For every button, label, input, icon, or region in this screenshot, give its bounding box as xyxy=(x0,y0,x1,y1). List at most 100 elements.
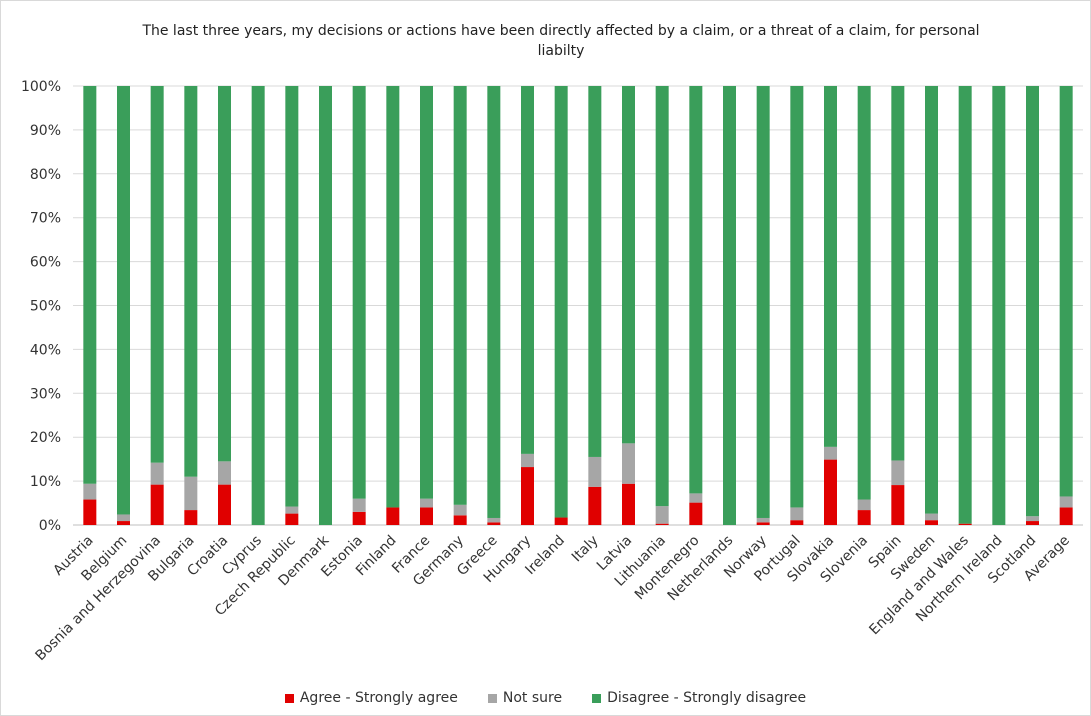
y-tick-label: 80% xyxy=(30,167,61,183)
y-tick-label: 0% xyxy=(39,518,61,534)
bar-segment xyxy=(655,506,669,524)
bar-segment xyxy=(891,460,905,486)
bar-segment xyxy=(958,523,972,525)
legend: Agree - Strongly agree Not sure Disagree… xyxy=(1,690,1090,706)
bar-segment xyxy=(487,86,501,518)
y-axis-ticks: 0% 10% 20% 30% 40% 50% 60% 70% 80% 90% 100% xyxy=(21,79,61,534)
legend-swatch-disagree xyxy=(592,693,602,703)
bar-segment xyxy=(420,86,433,499)
bar-segment xyxy=(723,86,736,525)
bar-segment xyxy=(117,521,130,525)
bar-segment xyxy=(958,86,972,524)
bar-segment xyxy=(150,484,164,525)
bar-segment xyxy=(218,484,231,525)
bar-segment xyxy=(352,86,366,499)
bar-segment xyxy=(521,86,534,454)
bar-segment xyxy=(891,485,905,525)
bar-segment xyxy=(689,86,703,494)
bar-segment xyxy=(285,86,299,507)
y-tick-label: 40% xyxy=(30,342,61,358)
y-tick-label: 50% xyxy=(30,299,61,315)
bar-segment xyxy=(218,86,231,462)
bar-segment xyxy=(1059,507,1073,525)
bar-segment xyxy=(487,522,501,525)
bar-segment xyxy=(689,493,703,503)
legend-item-agree: Agree - Strongly agree xyxy=(284,690,458,706)
bar-segment xyxy=(790,507,804,521)
bar-segment xyxy=(218,461,231,485)
bar-segment xyxy=(622,86,635,444)
legend-item-disagree: Disagree - Strongly disagree xyxy=(592,690,806,706)
bar-segment xyxy=(184,86,198,477)
bar-segment xyxy=(352,511,366,525)
bar-segment xyxy=(824,459,837,525)
bar-segment xyxy=(1059,496,1073,508)
bar-segment xyxy=(453,515,467,525)
bar-segment xyxy=(554,517,568,525)
legend-label-disagree: Disagree - Strongly disagree xyxy=(607,690,807,706)
y-tick-label: 30% xyxy=(30,386,61,402)
bar-segment xyxy=(184,510,198,525)
bar-segment xyxy=(352,498,366,512)
legend-swatch-not-sure xyxy=(487,693,497,703)
bar-segment xyxy=(453,86,467,505)
bar-segment xyxy=(857,499,871,511)
y-tick-label: 70% xyxy=(30,211,61,227)
bar-segment xyxy=(756,517,770,523)
bar-segment xyxy=(521,453,534,468)
bar-segment xyxy=(453,504,467,516)
y-tick-label: 60% xyxy=(30,255,61,271)
bar-segment xyxy=(184,476,198,511)
bar-segment xyxy=(487,517,501,523)
bar-segment xyxy=(386,507,400,525)
bars xyxy=(83,86,1073,525)
y-tick-label: 10% xyxy=(30,474,61,490)
bar-segment xyxy=(554,86,568,518)
bar-segment xyxy=(83,499,97,525)
bar-segment xyxy=(824,86,837,447)
y-tick-label: 90% xyxy=(30,123,61,139)
y-tick-label: 20% xyxy=(30,430,61,446)
bar-segment xyxy=(386,86,400,508)
bar-segment xyxy=(756,522,770,525)
bar-segment xyxy=(655,86,669,507)
bar-segment xyxy=(521,467,534,525)
bar-segment xyxy=(588,486,602,525)
legend-swatch-agree xyxy=(284,693,294,703)
bar-segment xyxy=(689,502,703,525)
bar-segment xyxy=(824,446,837,460)
bar-segment xyxy=(790,520,804,525)
bar-segment xyxy=(1026,516,1039,522)
bar-segment xyxy=(319,86,332,525)
bar-segment xyxy=(857,86,871,500)
bar-segment xyxy=(622,483,635,525)
bar-segment xyxy=(1026,86,1039,517)
bar-segment xyxy=(420,507,433,525)
bar-segment xyxy=(117,86,130,515)
bar-segment xyxy=(925,86,938,514)
bar-segment xyxy=(622,443,635,484)
legend-label-agree: Agree - Strongly agree xyxy=(299,690,458,706)
bar-segment xyxy=(925,513,938,521)
bar-segment xyxy=(285,513,299,525)
bar-segment xyxy=(891,86,905,461)
bar-segment xyxy=(1026,521,1039,525)
bar-segment xyxy=(992,86,1006,525)
bar-segment xyxy=(83,483,97,500)
bar-segment xyxy=(790,86,804,508)
bar-segment xyxy=(857,510,871,525)
bar-segment xyxy=(655,523,669,525)
y-tick-label: 100% xyxy=(21,79,61,95)
bar-segment xyxy=(420,498,433,508)
bar-segment xyxy=(588,86,602,457)
legend-label-not-sure: Not sure xyxy=(502,690,563,706)
bar-segment xyxy=(285,506,299,514)
grid-lines xyxy=(73,85,1083,526)
bar-segment xyxy=(117,514,130,522)
bar-segment xyxy=(83,86,97,484)
bar-segment xyxy=(925,520,938,525)
bar-segment xyxy=(588,456,602,487)
bar-segment xyxy=(150,462,164,485)
